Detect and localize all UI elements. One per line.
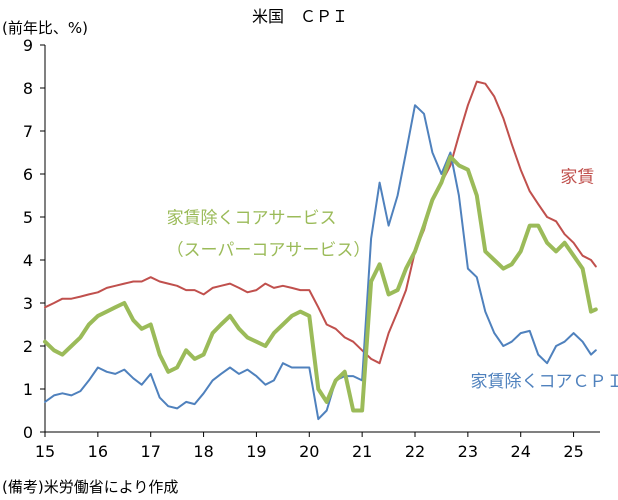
chart-title: 米国 ＣＰＩ xyxy=(252,7,348,26)
x-tick-label: 23 xyxy=(458,442,478,461)
x-tick-label: 17 xyxy=(141,442,161,461)
y-tick-label: 6 xyxy=(23,165,33,184)
y-tick-label: 3 xyxy=(23,294,33,313)
x-tick-label: 19 xyxy=(246,442,266,461)
x-tick-label: 22 xyxy=(405,442,425,461)
series-line-1 xyxy=(43,154,598,413)
series-layer xyxy=(43,80,598,421)
y-tick-label: 9 xyxy=(23,36,33,55)
y-tick-label: 5 xyxy=(23,208,33,227)
series-label-2: 家賃除くコアＣＰＩ xyxy=(471,372,618,392)
series-label-1: 家賃除くコアサービス xyxy=(167,208,337,228)
series-line-0 xyxy=(44,80,597,365)
y-tick-label: 8 xyxy=(23,79,33,98)
series-label-1: （スーパーコアサービス） xyxy=(167,241,371,261)
y-tick-label: 0 xyxy=(23,423,33,442)
y-tick-label: 7 xyxy=(23,122,33,141)
x-tick-label: 18 xyxy=(193,442,213,461)
y-tick-label: 2 xyxy=(23,337,33,356)
y-tick-label: 1 xyxy=(23,380,33,399)
x-tick-label: 16 xyxy=(88,442,108,461)
y-tick-label: 4 xyxy=(23,251,33,270)
x-tick-label: 20 xyxy=(299,442,319,461)
x-tick-label: 24 xyxy=(511,442,531,461)
series-line-2 xyxy=(44,104,597,421)
x-tick-label: 15 xyxy=(35,442,55,461)
series-label-0: 家賃 xyxy=(560,168,594,188)
y-axis-label: (前年比、%) xyxy=(2,19,88,37)
source-note: (備考)米労働省により作成 xyxy=(2,478,178,496)
x-tick-label: 25 xyxy=(563,442,583,461)
x-tick-label: 21 xyxy=(352,442,372,461)
